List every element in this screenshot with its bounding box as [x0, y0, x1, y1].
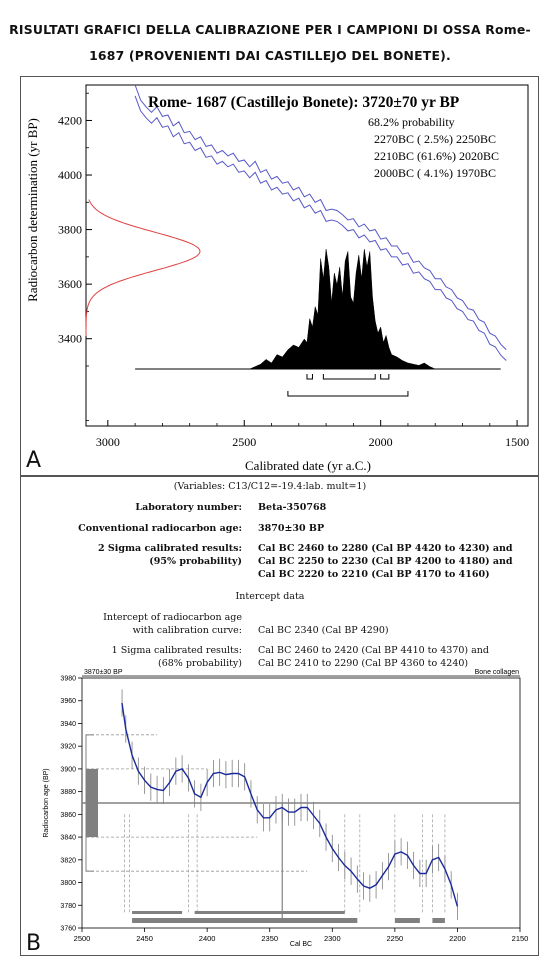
two-sigma-result-2: Cal BC 2250 to 2230 (Cal BP 4200 to 4180… — [258, 556, 513, 567]
chart-a-x-tick-label: 1500 — [505, 435, 529, 449]
chart-a-y-tick-label: 3400 — [58, 332, 82, 346]
chart-b-y-tick-label: 3760 — [60, 926, 76, 933]
chart-b-error-bars — [121, 689, 458, 921]
chart-a-y-tick-label: 3600 — [58, 277, 82, 291]
chart-b-x-axis-label: Cal BC — [290, 941, 312, 948]
report-variables: (Variables: C13/C12=-19.4:lab. mult=1) — [173, 481, 367, 492]
two-sigma-result-3: Cal BC 2220 to 2210 (Cal BP 4170 to 4160… — [258, 569, 490, 580]
chart-b-y-tick-label: 3880 — [60, 789, 76, 796]
chart-b-one-sigma-range — [132, 911, 183, 914]
chart-a-probability-distribution — [135, 248, 501, 370]
chart-b-y-tick-label: 3960 — [60, 698, 76, 705]
chart-b-calibration-curve — [121, 702, 459, 907]
chart-b-title-right: Bone collagen — [475, 669, 519, 676]
two-sigma-probability-label: (95% probability) — [149, 556, 242, 567]
chart-b-one-sigma-range — [194, 911, 345, 914]
chart-a-annotation-2: 2210BC (61.6%) 2020BC — [374, 149, 499, 163]
conventional-age-label: Conventional radiocarbon age: — [78, 523, 242, 534]
chart-a-x-axis-label: Calibrated date (yr a.C.) — [245, 458, 371, 473]
chart-b-y-tick-label: 3800 — [60, 880, 76, 887]
chart-b-y-tick-label: 3980 — [60, 676, 76, 683]
chart-a-y-axis-label: Radiocarbon determination (yr BP) — [25, 118, 40, 302]
chart-b-y-tick-label: 3860 — [60, 812, 76, 819]
chart-b-two-sigma-range — [132, 918, 358, 923]
chart-a-curve-lower — [134, 95, 507, 361]
chart-b-range-bars — [132, 911, 445, 923]
chart-a-range-68 — [306, 374, 313, 380]
chart-a-y-tick-label: 4200 — [58, 113, 82, 127]
chart-b-y-axis-label: Radiocarbon age (BP) — [43, 768, 50, 837]
chart-b-x-tick-label: 2250 — [387, 934, 404, 943]
panel-a-frame — [20, 76, 539, 476]
chart-b-x-tick-label: 2450 — [136, 934, 153, 943]
chart-b-y-tick-label: 3820 — [60, 857, 76, 864]
chart-b-y-tick-label: 3900 — [60, 766, 76, 773]
chart-b-x-tick-label: 2500 — [74, 934, 91, 943]
chart-a-annotation-1: 2270BC ( 2.5%) 2250BC — [374, 132, 496, 146]
chart-a-ticks: 3000 2500 2000 1500 3400 3600 3800 4000 4200 — [58, 92, 529, 449]
intercept-label-2: with calibration curve: — [132, 625, 242, 636]
chart-b-x-tick-label: 2200 — [449, 934, 466, 943]
intercept-data-title: Intercept data — [235, 591, 305, 602]
chart-a-x-tick-label: 2000 — [369, 435, 393, 449]
chart-a-range-68 — [380, 374, 390, 380]
chart-a-plot-frame — [85, 84, 529, 427]
chart-a-range-68 — [322, 374, 376, 380]
chart-a-calibration-curve — [134, 84, 507, 361]
page-title-line-2: 1687 (PROVENIENTI DAI CASTILLEJO DEL BON… — [89, 48, 451, 63]
intercept-value: Cal BC 2340 (Cal BP 4290) — [258, 625, 389, 636]
intercept-label-1: Intercept of radiocarbon age — [103, 612, 242, 623]
chart-b-y-tick-label: 3840 — [60, 835, 76, 842]
chart-a-x-tick-label: 3000 — [96, 435, 120, 449]
chart-a-measurement-normal — [85, 199, 201, 336]
chart-a-y-tick-label: 3800 — [58, 223, 82, 237]
chart-b-title-left: 3870±30 BP — [84, 669, 123, 676]
chart-b-x-tick-label: 2300 — [324, 934, 341, 943]
chart-b-y-tick-label: 3940 — [60, 721, 76, 728]
chart-b-y-tick-label: 3920 — [60, 744, 76, 751]
chart-a-range-brackets — [287, 374, 409, 397]
chart-b-curve-line — [121, 702, 459, 907]
chart-b-two-sigma-bracket — [85, 734, 94, 872]
two-sigma-label: 2 Sigma calibrated results: — [97, 543, 242, 554]
chart-b-one-sigma-bar — [86, 768, 98, 838]
chart-a-annotation-3: 2000BC ( 4.1%) 1970BC — [374, 166, 496, 180]
page-title-line-1: RISULTATI GRAFICI DELLA CALIBRAZIONE PER… — [9, 22, 531, 37]
chart-a-range-95 — [287, 391, 409, 397]
chart-a-distribution-area — [249, 248, 436, 370]
lab-number-value: Beta-350768 — [258, 502, 327, 513]
panel-label-b: B — [26, 931, 42, 956]
chart-b-two-sigma-range — [432, 918, 445, 923]
chart-a-annotation-0: 68.2% probability — [368, 115, 455, 129]
chart-a-measurement-curve — [85, 199, 201, 336]
two-sigma-result-1: Cal BC 2460 to 2280 (Cal BP 4420 to 4230… — [258, 543, 513, 554]
chart-b-y-tick-label: 3780 — [60, 903, 76, 910]
one-sigma-result-2: Cal BC 2410 to 2290 (Cal BP 4360 to 4240… — [258, 658, 469, 669]
calibration-chart-a: 3000 2500 2000 1500 3400 3600 3800 4000 4200 Rom… — [25, 84, 529, 473]
one-sigma-label: 1 Sigma calibrated results: — [111, 645, 242, 656]
conventional-age-value: 3870±30 BP — [258, 523, 325, 534]
chart-b-measurement-bars — [85, 734, 98, 872]
panel-b-frame — [20, 476, 539, 956]
chart-a-x-tick-label: 2500 — [232, 435, 256, 449]
chart-b-x-tick-label: 2350 — [261, 934, 278, 943]
chart-b-x-tick-label: 2400 — [199, 934, 216, 943]
chart-a-y-tick-label: 4000 — [58, 168, 82, 182]
chart-b-two-sigma-range — [394, 918, 420, 923]
one-sigma-result-1: Cal BC 2460 to 2420 (Cal BP 4410 to 4370… — [258, 645, 489, 656]
chart-b-x-tick-label: 2150 — [512, 934, 529, 943]
chart-a-title: Rome- 1687 (Castillejo Bonete): 3720±70 … — [148, 94, 460, 111]
one-sigma-probability-label: (68% probability) — [157, 658, 242, 669]
chart-a-curve-upper — [134, 84, 507, 350]
chart-b-ticks: 2500 2450 2400 2350 2300 2250 2200 2150 3760 3780… — [60, 676, 528, 944]
panel-label-a: A — [26, 448, 42, 473]
lab-number-label: Laboratory number: — [135, 502, 242, 513]
chart-a-axes — [85, 84, 529, 427]
